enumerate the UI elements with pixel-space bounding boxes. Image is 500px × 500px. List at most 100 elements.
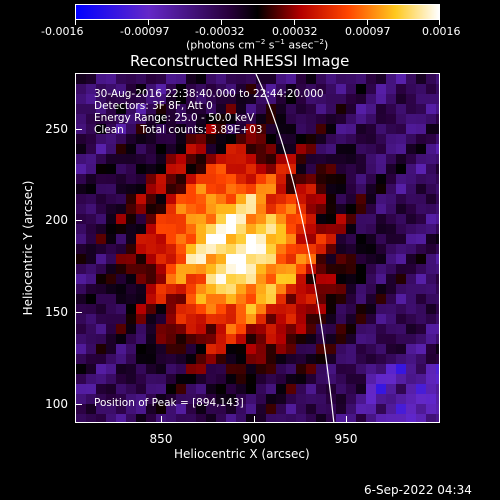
image-pixel [256, 94, 266, 104]
image-pixel [116, 244, 126, 254]
image-pixel [206, 354, 216, 364]
image-pixel [356, 284, 366, 294]
image-pixel [86, 364, 96, 374]
image-pixel [416, 274, 426, 284]
image-pixel [96, 254, 106, 264]
image-pixel [376, 264, 386, 274]
image-pixel [236, 194, 246, 204]
image-pixel [326, 114, 336, 124]
image-pixel [166, 114, 176, 124]
y-tick-label: 150 [45, 305, 68, 319]
image-pixel [406, 124, 416, 134]
image-pixel [306, 294, 316, 304]
image-pixel [406, 324, 416, 334]
image-pixel [396, 104, 406, 114]
image-pixel [306, 324, 316, 334]
image-pixel [316, 184, 326, 194]
image-pixel [376, 244, 386, 254]
image-pixel [86, 264, 96, 274]
image-pixel [416, 404, 426, 414]
image-pixel [336, 274, 346, 284]
image-pixel [306, 374, 316, 384]
image-pixel [376, 404, 386, 414]
image-pixel [296, 404, 306, 414]
image-pixel [146, 164, 156, 174]
image-pixel [216, 354, 226, 364]
image-pixel [436, 404, 439, 414]
image-pixel [176, 224, 186, 234]
image-pixel [106, 294, 116, 304]
image-pixel [276, 234, 286, 244]
image-pixel [296, 104, 306, 114]
image-pixel [156, 384, 166, 394]
image-pixel [326, 304, 336, 314]
image-pixel [176, 254, 186, 264]
image-pixel [126, 384, 136, 394]
image-pixel [316, 304, 326, 314]
image-pixel [346, 94, 356, 104]
image-pixel [376, 154, 386, 164]
image-pixel [126, 124, 136, 134]
image-pixel [356, 134, 366, 144]
image-pixel [366, 264, 376, 274]
image-pixel [236, 274, 246, 284]
image-pixel [306, 254, 316, 264]
image-pixel [256, 154, 266, 164]
image-pixel [276, 184, 286, 194]
image-pixel [216, 74, 226, 84]
image-pixel [256, 204, 266, 214]
image-pixel [316, 74, 326, 84]
image-pixel [196, 344, 206, 354]
image-pixel [136, 264, 146, 274]
image-pixel [326, 194, 336, 204]
image-pixel [436, 124, 439, 134]
image-pixel [176, 284, 186, 294]
image-pixel [336, 84, 346, 94]
image-pixel [386, 414, 396, 422]
image-pixel [316, 174, 326, 184]
image-pixel [286, 264, 296, 274]
image-pixel [146, 364, 156, 374]
image-pixel [206, 314, 216, 324]
image-pixel [146, 264, 156, 274]
image-pixel [386, 264, 396, 274]
image-pixel [116, 314, 126, 324]
image-pixel [256, 384, 266, 394]
image-pixel [316, 364, 326, 374]
image-pixel [416, 414, 426, 422]
image-pixel [316, 244, 326, 254]
image-pixel [316, 104, 326, 114]
image-pixel [136, 374, 146, 384]
image-pixel [296, 354, 306, 364]
image-pixel [336, 204, 346, 214]
image-pixel [346, 144, 356, 154]
image-pixel [206, 194, 216, 204]
image-pixel [276, 154, 286, 164]
image-pixel [276, 114, 286, 124]
image-pixel [256, 324, 266, 334]
image-pixel [396, 234, 406, 244]
image-pixel [206, 174, 216, 184]
image-pixel [376, 204, 386, 214]
image-pixel [226, 274, 236, 284]
image-pixel [266, 294, 276, 304]
image-pixel [436, 354, 439, 364]
image-pixel [376, 284, 386, 294]
image-pixel [436, 364, 439, 374]
image-pixel [436, 324, 439, 334]
image-pixel [416, 234, 426, 244]
image-pixel [146, 394, 156, 404]
image-pixel [316, 384, 326, 394]
image-pixel [266, 244, 276, 254]
image-pixel [326, 134, 336, 144]
image-pixel [356, 384, 366, 394]
image-pixel [286, 404, 296, 414]
image-pixel [286, 284, 296, 294]
image-pixel [186, 214, 196, 224]
image-pixel [146, 314, 156, 324]
image-pixel [176, 154, 186, 164]
image-pixel [216, 404, 226, 414]
image-pixel [136, 74, 146, 84]
image-pixel [266, 364, 276, 374]
image-pixel [366, 404, 376, 414]
